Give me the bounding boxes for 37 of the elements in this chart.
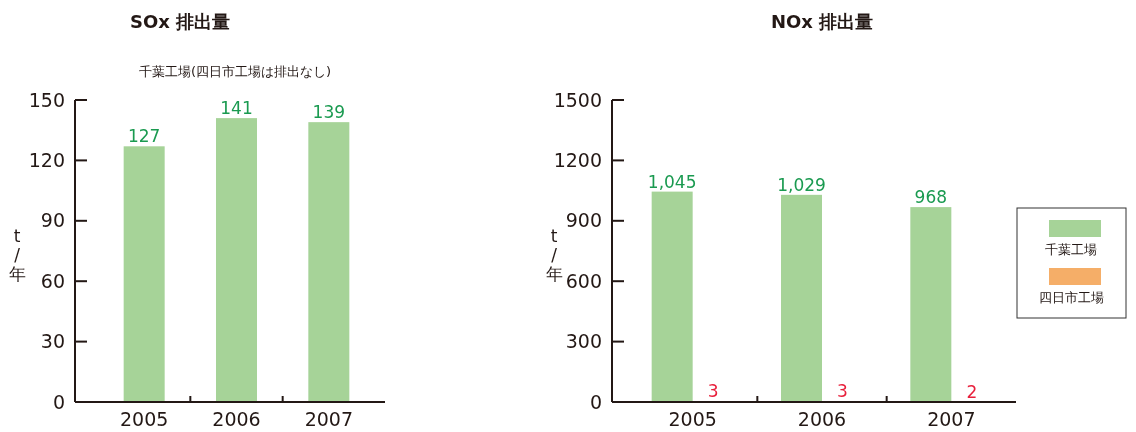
data-label: 3 (837, 381, 848, 402)
chart-subtitle: 千葉工場(四日市工場は排出なし) (138, 64, 332, 79)
y-tick-label: 0 (589, 390, 602, 413)
data-label: 141 (220, 98, 253, 119)
y-axis-title: t/年 (545, 226, 563, 284)
y-tick-label: 0 (52, 390, 65, 413)
y-tick-label: 60 (40, 269, 65, 292)
y-tick-label: 30 (40, 330, 65, 353)
legend-label: 四日市工場 (1038, 290, 1104, 305)
y-tick-label: 300 (565, 330, 602, 353)
x-tick-label: 2005 (668, 408, 717, 430)
y-tick-label: 600 (565, 269, 602, 292)
y-tick-label: 1200 (553, 149, 602, 172)
data-label: 127 (127, 126, 161, 147)
y-tick-label: 90 (40, 209, 65, 232)
x-tick-label: 2006 (797, 408, 847, 430)
y-tick-label: 120 (28, 149, 65, 172)
x-tick-label: 2007 (304, 408, 354, 430)
y-axis-title: t/年 (8, 226, 26, 284)
x-tick-label: 2007 (927, 408, 976, 430)
chart-title: NOx 排出量 (770, 11, 874, 32)
data-label: 1,045 (647, 171, 697, 192)
data-label: 139 (312, 102, 346, 123)
bar (308, 122, 350, 402)
x-tick-label: 2005 (119, 408, 169, 430)
y-tick-label: 1500 (553, 88, 602, 111)
data-label: 1,029 (777, 174, 826, 195)
y-tick-label: 150 (28, 88, 65, 111)
data-label: 2 (966, 381, 978, 402)
y-tick-label: 900 (565, 209, 602, 232)
data-label: 968 (914, 187, 948, 208)
bar (216, 118, 257, 402)
bar (123, 146, 165, 402)
data-label: 3 (707, 381, 719, 402)
chart-title: SOx 排出量 (129, 11, 231, 32)
x-tick-label: 2006 (212, 408, 261, 430)
legend-label: 千葉工場 (1045, 242, 1097, 257)
